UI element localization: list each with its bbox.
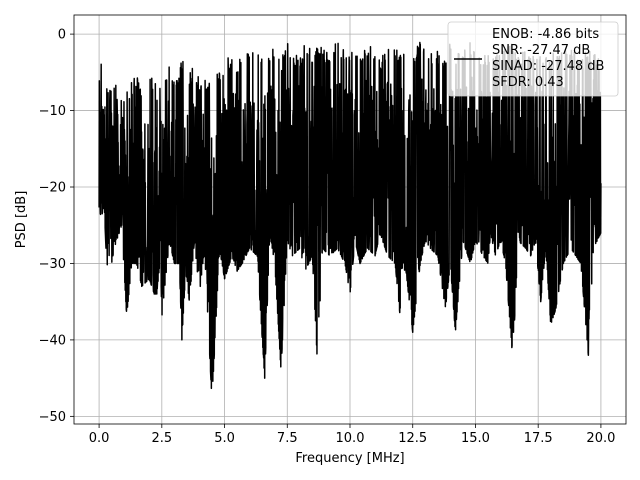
x-tick-label: 0.0 (89, 431, 110, 446)
legend-sfdr: SFDR: 0.43 (492, 75, 564, 90)
y-tick-label: 0 (58, 28, 66, 43)
legend: ENOB: -4.86 bits SNR: -27.47 dB SINAD: -… (447, 21, 619, 97)
x-tick-label: 17.5 (524, 431, 553, 446)
x-tick-label: 5.0 (214, 431, 235, 446)
x-tick-label: 10.0 (336, 431, 365, 446)
y-tick-label: −40 (39, 333, 66, 348)
x-tick-label: 2.5 (151, 431, 172, 446)
x-tick-label: 12.5 (398, 431, 427, 446)
psd-trace (98, 41, 602, 390)
legend-enob: ENOB: -4.86 bits (492, 27, 599, 42)
x-tick-label: 20.0 (586, 431, 615, 446)
y-tick-label: −20 (39, 181, 66, 196)
legend-snr: SNR: -27.47 dB (492, 43, 590, 58)
x-tick-label: 7.5 (277, 431, 298, 446)
x-tick-label: 15.0 (461, 431, 490, 446)
y-tick-label: −50 (39, 410, 66, 425)
legend-sinad: SINAD: -27.48 dB (492, 59, 604, 74)
y-tick-label: −30 (39, 257, 66, 272)
x-axis-label: Frequency [MHz] (295, 451, 404, 466)
x-axis-ticks: 0.0 2.5 5.0 7.5 10.0 12.5 15.0 17.5 20.0 (89, 424, 615, 446)
psd-series-line (98, 41, 602, 390)
y-axis-label: PSD [dB] (14, 191, 29, 249)
legend-box (447, 21, 619, 97)
y-axis-ticks: 0 −10 −20 −30 −40 −50 (39, 28, 74, 425)
y-tick-label: −10 (39, 104, 66, 119)
